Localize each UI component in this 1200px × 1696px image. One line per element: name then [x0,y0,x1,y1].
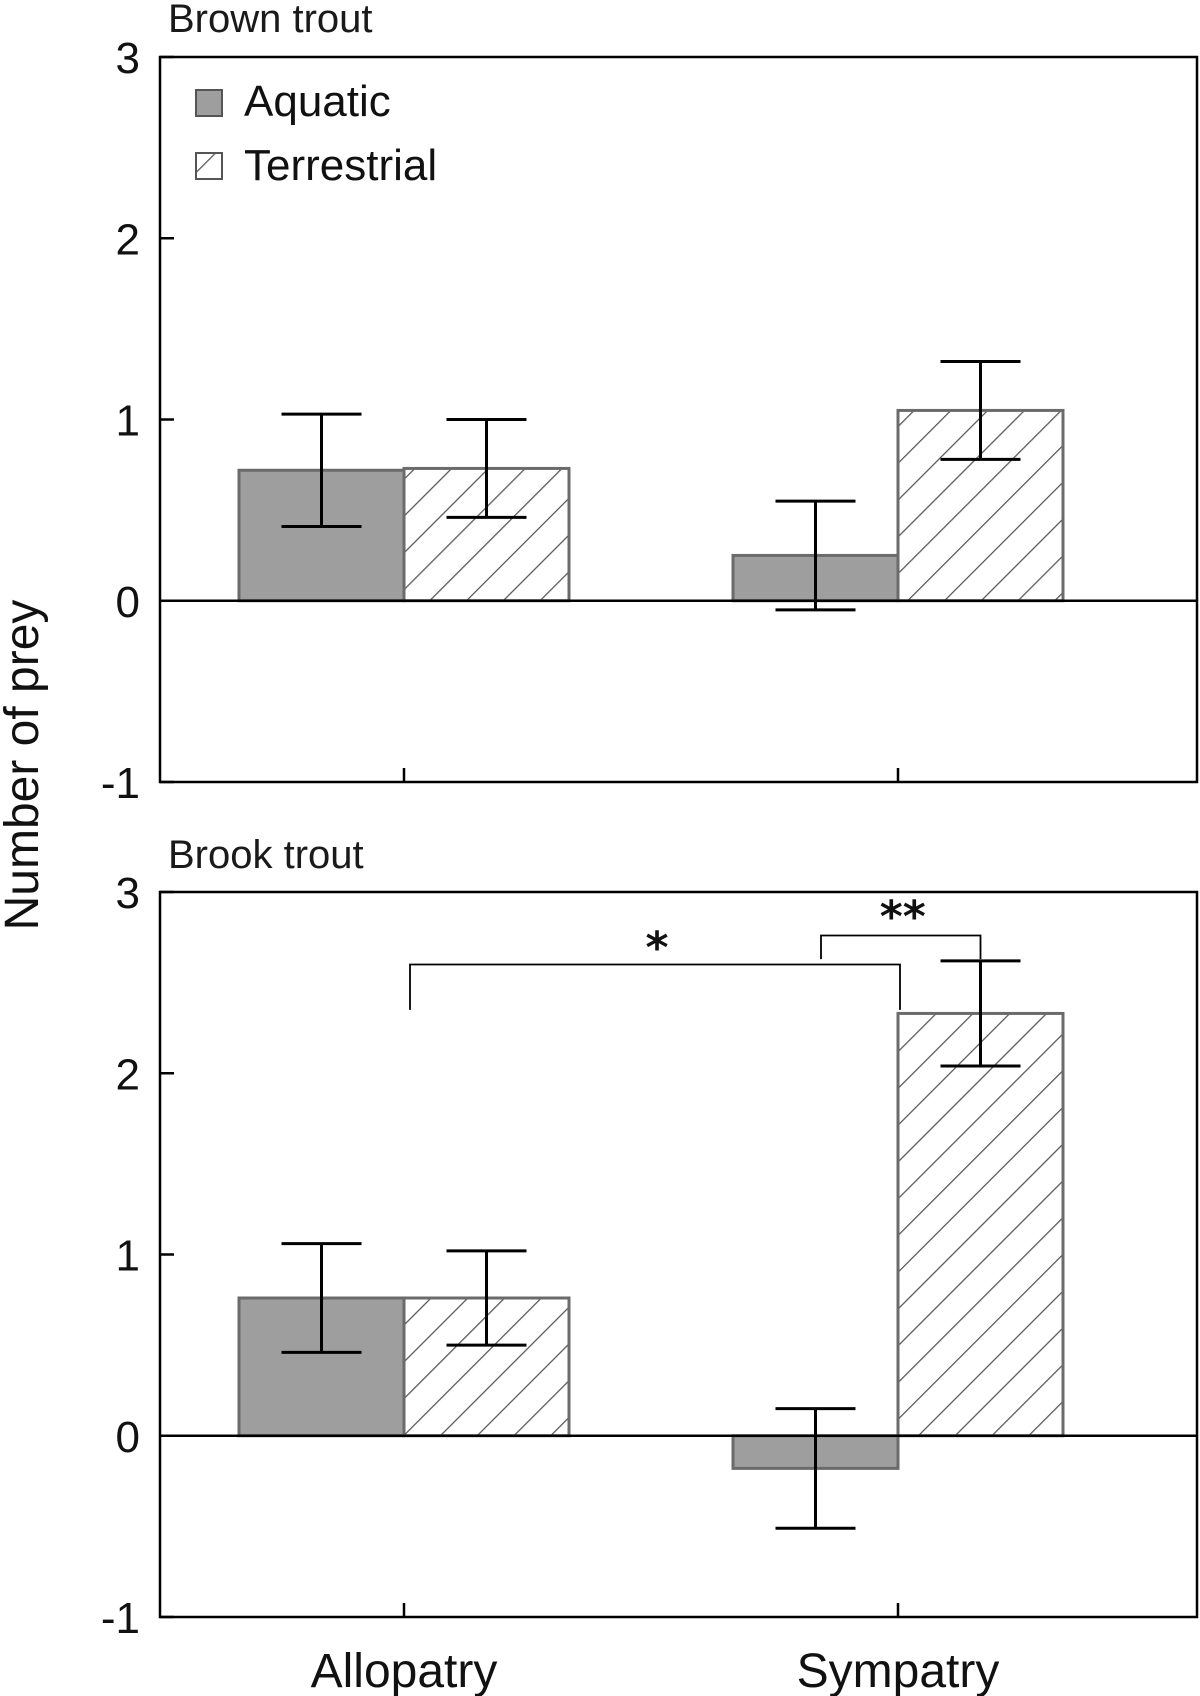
plot-frame [158,55,1199,784]
significance-bracket [820,934,982,960]
panel-title: Brook trout [168,833,364,877]
y-tick-label: 2 [116,215,140,264]
bars [237,408,1065,603]
y-tick-label: 0 [116,578,140,627]
y-axis-label: Number of prey [0,600,49,931]
error-bars [281,360,1021,612]
bar-terrestrial-sympatry [896,1011,1065,1438]
significance-label: * [645,923,668,974]
significance-bracket [409,963,901,1010]
x-tick-label: Allopatry [311,1645,498,1696]
bars [237,1011,1065,1470]
y-tick-label: 0 [116,1413,140,1462]
y-axis: -1 0 1 2 3 [101,869,174,1643]
y-tick-label: -1 [101,759,140,808]
y-tick-label: 1 [116,397,140,446]
x-axis [402,768,900,782]
legend-label-terrestrial: Terrestrial [244,141,437,190]
y-tick-label: -1 [101,1594,140,1643]
panel-title: Brown trout [168,0,373,41]
x-axis: Allopatry Sympatry [311,1603,1000,1696]
legend: Aquatic Terrestrial [195,77,437,190]
legend-label-aquatic: Aquatic [244,77,391,126]
legend-swatch-terrestrial [195,152,223,180]
significance-label: ** [880,892,926,943]
y-tick-label: 1 [116,1232,140,1281]
plot-frame [158,890,1199,1619]
y-tick-label: 2 [116,1050,140,1099]
significance-brackets: *** [409,892,982,1010]
y-tick-label: 3 [116,34,140,83]
x-tick-label: Sympatry [797,1645,1000,1696]
panel-brown-trout: Brown trout -1 0 1 2 3 Aquatic Terrestrial [101,0,1199,808]
y-tick-label: 3 [116,869,140,918]
legend-swatch-aquatic [195,89,223,117]
error-bars [281,959,1021,1530]
y-axis: -1 0 1 2 3 [101,34,174,808]
